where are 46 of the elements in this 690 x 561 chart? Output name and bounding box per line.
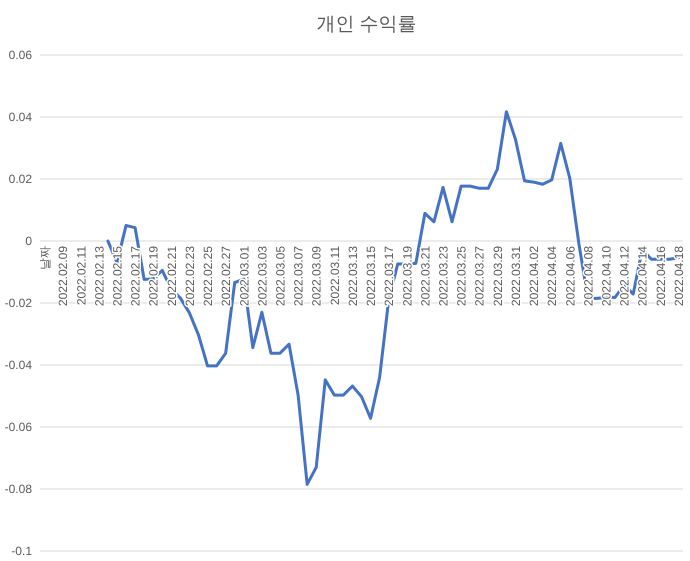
- x-tick-label: 2022.03.19: [400, 246, 414, 306]
- x-tick-label: 2022.03.13: [346, 246, 360, 306]
- x-tick-label: 2022.03.07: [292, 246, 306, 306]
- x-tick-label: 2022.04.18: [672, 246, 686, 306]
- x-tick-label: 2022.04.08: [581, 246, 596, 306]
- x-tick-label: 2022.03.31: [508, 246, 523, 306]
- x-tick-label: 2022.02.19: [146, 246, 161, 306]
- y-tick-label: -0.08: [4, 482, 32, 496]
- x-tick-label: 2022.02.21: [164, 246, 179, 306]
- y-tick-label: 0.02: [8, 172, 32, 186]
- x-tick-label: 2022.03.21: [418, 246, 432, 306]
- y-tick-label: -0.1: [11, 544, 32, 558]
- x-tick-label: 2022.02.27: [219, 246, 234, 306]
- x-tick-label: 2022.03.09: [310, 246, 324, 306]
- x-tick-label: 2022.03.15: [364, 246, 378, 306]
- y-tick-label: 0.06: [8, 48, 32, 62]
- x-tick-label: 2022.04.12: [618, 246, 632, 306]
- chart-title: 개인 수익률: [316, 14, 417, 35]
- x-tick-label: 2022.02.25: [201, 246, 216, 306]
- y-tick-label: -0.04: [4, 358, 32, 372]
- y-tick-label: 0: [25, 234, 32, 248]
- x-tick-label: 2022.02.13: [92, 246, 106, 306]
- x-tick-label: 2022.02.17: [128, 246, 143, 306]
- x-tick-label: 2022.03.23: [436, 246, 451, 306]
- x-tick-label: 2022.02.15: [110, 246, 124, 306]
- x-tick-label: 2022.04.16: [654, 246, 668, 306]
- x-tick-label: 2022.04.04: [545, 246, 560, 306]
- x-tick-label: 2022.03.03: [255, 246, 270, 306]
- x-tick-label: 2022.03.01: [237, 246, 252, 306]
- x-tick-label: 2022.03.17: [382, 246, 396, 306]
- y-tick-label: 0.04: [8, 110, 32, 124]
- x-tick-label: 2022.02.09: [56, 246, 70, 306]
- x-tick-label: 2022.03.29: [490, 246, 505, 306]
- x-tick-label: 2022.03.11: [328, 246, 342, 306]
- x-tick-label: 2022.04.14: [636, 246, 650, 306]
- x-tick-label: 2022.03.25: [454, 246, 469, 306]
- x-tick-label: 2022.02.11: [74, 246, 88, 306]
- x-tick-label: 날짜: [38, 246, 52, 270]
- x-tick-label: 2022.03.27: [472, 246, 487, 306]
- y-tick-label: -0.02: [4, 296, 32, 310]
- x-tick-label: 2022.04.10: [600, 246, 614, 306]
- x-tick-label: 2022.04.06: [563, 246, 578, 306]
- y-tick-label: -0.06: [4, 420, 32, 434]
- x-tick-label: 2022.03.05: [273, 246, 288, 306]
- x-tick-label: 2022.04.02: [527, 246, 542, 306]
- x-tick-label: 2022.02.23: [182, 246, 197, 306]
